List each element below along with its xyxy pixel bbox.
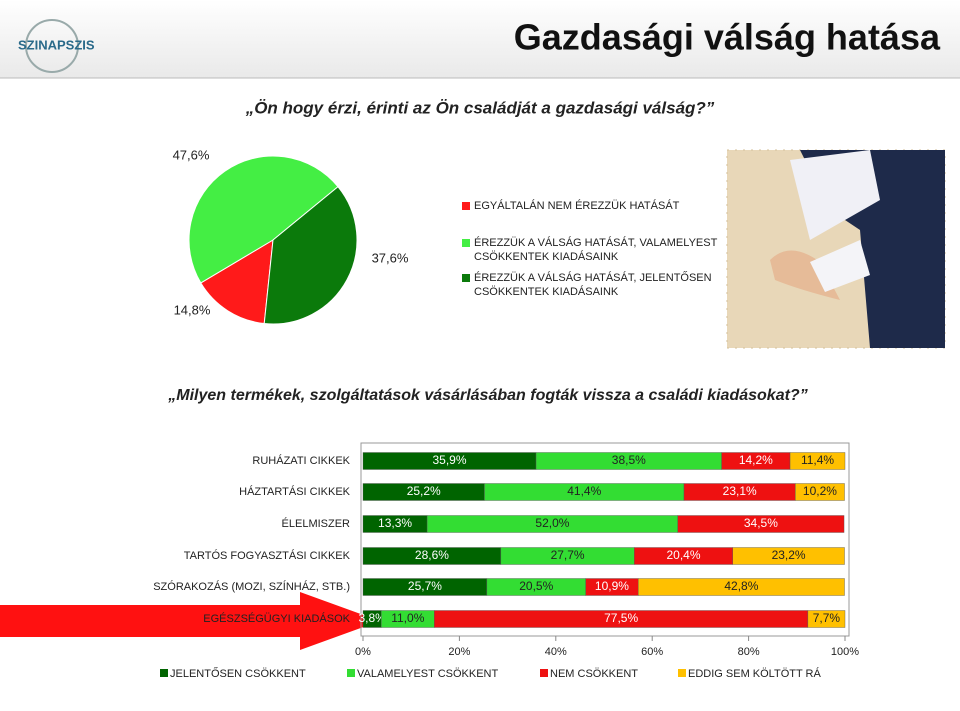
pie-slice [188,155,339,284]
category-label: HÁZTARTÁSI CIKKEK [239,485,351,498]
legend-swatch [540,669,548,677]
legend-text: ÉREZZÜK A VÁLSÁG HATÁSÁT, JELENTŐSEN CSÖ… [474,272,712,298]
header-band [0,0,960,78]
x-tick-label: 60% [641,646,663,658]
x-tick-label: 100% [831,646,859,658]
category-label: TARTÓS FOGYASZTÁSI CIKKEK [184,549,351,562]
legend-item: ÉREZZÜK A VÁLSÁG HATÁSÁT, JELENTŐSEN CSÖ… [462,271,744,299]
bar-value-label: 34,5% [744,516,778,530]
bar-segment [638,578,845,596]
plot-frame [360,442,850,637]
category-label: EGÉSZSÉGÜGYI KIADÁSOK [203,612,350,625]
bar-value-label: 38,5% [612,453,646,467]
bar-value-label: 27,7% [551,548,585,562]
bar-segment [789,452,846,470]
bar-value-label: 20,5% [519,579,553,593]
legend-swatch [678,669,686,677]
x-tick-label: 20% [448,646,470,658]
bar-segment [807,610,846,628]
bar-value-label: 23,1% [723,484,757,498]
legend-text: EGYÁLTALÁN NEM ÉREZZÜK HATÁSÁT [474,200,680,212]
legend-label: VALAMELYEST CSÖKKENT [357,668,498,680]
bar-segment [732,547,845,565]
bar-value-label: 11,4% [801,453,834,467]
bar-value-label: 13,3% [378,516,412,530]
bar-value-label: 10,9% [595,579,629,593]
question-1: „Ön hogy érzi, érinti az Ön családját a … [245,98,715,117]
legend-label: JELENTŐSEN CSÖKKENT [170,666,306,680]
legend-swatch [462,202,470,210]
bar-value-label: 52,0% [535,516,569,530]
bar-value-label: 14,2% [739,453,773,467]
pie-slice [200,239,274,325]
category-label: RUHÁZATI CIKKEK [252,454,350,467]
bar-value-label: 42,8% [724,579,758,593]
bar-value-label: 20,4% [667,548,701,562]
photo [726,149,946,349]
bar-value-label: 28,6% [415,548,449,562]
highlight-arrow [0,592,380,650]
pie-label: 14,8% [174,302,211,317]
legend-swatch [462,274,470,282]
legend-swatch [462,239,470,247]
bar-value-label: 7,7% [813,611,841,625]
bar-value-label: 25,7% [408,579,442,593]
bar-value-label: 77,5% [604,611,638,625]
bar-value-label: 35,9% [433,453,467,467]
legend-label: EDDIG SEM KÖLTÖTT RÁ [688,667,821,680]
legend-swatch [347,669,355,677]
legend-text: ÉREZZÜK A VÁLSÁG HATÁSÁT, VALAMELYEST CS… [474,237,718,263]
bar-segment [795,483,845,501]
bar-value-label: 23,2% [772,548,806,562]
pie-slice [263,186,358,325]
legend-swatch [160,669,168,677]
x-tick-label: 80% [738,646,760,658]
bar-value-label: 11,0% [391,611,424,625]
logo: SZINAPSZIS [18,37,95,52]
category-label: SZÓRAKOZÁS (MOZI, SZÍNHÁZ, STB.) [153,580,350,593]
page-title: Gazdasági válság hatása [514,17,941,58]
legend-item: ÉREZZÜK A VÁLSÁG HATÁSÁT, VALAMELYEST CS… [462,236,744,264]
legend-label: NEM CSÖKKENT [550,668,638,680]
pie-label: 47,6% [173,147,210,162]
bar-segment [677,515,845,533]
x-tick-label: 0% [355,646,371,658]
category-label: ÉLELMISZER [282,517,351,530]
question-2: „Milyen termékek, szolgáltatások vásárlá… [167,387,807,404]
legend-item: EGYÁLTALÁN NEM ÉREZZÜK HATÁSÁT [462,199,744,213]
bar-value-label: 10,2% [803,484,837,498]
logo-ring [25,19,79,73]
bar-value-label: 25,2% [407,484,441,498]
bar-value-label: 41,4% [567,484,601,498]
x-tick-label: 40% [545,646,567,658]
pie-label: 37,6% [372,250,409,265]
bar-value-label: 3,8% [358,611,386,625]
